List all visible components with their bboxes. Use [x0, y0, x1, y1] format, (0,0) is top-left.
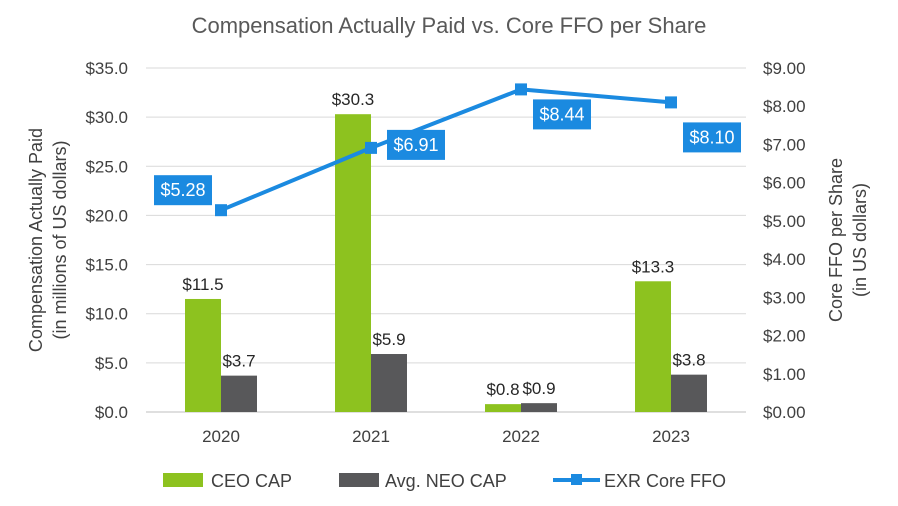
ffo-line — [215, 83, 677, 217]
right-axis-tick-label: $1.00 — [763, 365, 806, 384]
left-axis-tick-label: $20.0 — [85, 206, 128, 225]
ceo-cap-bar — [485, 404, 521, 412]
gridlines — [146, 67, 746, 413]
left-axis-title: Compensation Actually Paid — [26, 128, 46, 352]
x-axis-tick-label: 2020 — [202, 427, 240, 446]
right-axis-subtitle: (in US dollars) — [850, 183, 870, 297]
avg-neo-cap-bar — [371, 354, 407, 412]
right-axis-title: Core FFO per Share — [826, 158, 846, 322]
ffo-data-label: $5.28 — [160, 180, 205, 200]
ffo-point-marker — [365, 141, 377, 154]
ceo-cap-data-label: $13.3 — [632, 257, 675, 276]
ffo-data-label-box — [387, 129, 445, 160]
left-axis-tick-label: $25.0 — [85, 157, 128, 176]
right-axis-tick-label: $3.00 — [763, 288, 806, 307]
ffo-data-label: $8.44 — [539, 104, 584, 124]
right-axis-tick-label: $4.00 — [763, 250, 806, 269]
right-axis-tick-label: $7.00 — [763, 135, 806, 154]
ceo-cap-data-label: $30.3 — [332, 90, 375, 109]
right-axis-tick-label: $6.00 — [763, 174, 806, 193]
ffo-point-marker — [665, 96, 677, 109]
ceo-cap-bar — [635, 281, 671, 412]
right-axis-tick-label: $0.00 — [763, 403, 806, 422]
avg-neo-cap-data-label: $3.8 — [672, 351, 705, 370]
left-axis-tick-label: $30.0 — [85, 108, 128, 127]
ffo-point-marker — [215, 204, 227, 217]
legend-swatch-avg-neo-cap — [339, 473, 379, 487]
ffo-point-marker — [515, 83, 527, 96]
ffo-data-label-box — [533, 99, 591, 130]
ffo-line-path — [220, 87, 672, 213]
ceo-cap-data-label: $11.5 — [182, 275, 223, 294]
ceo-cap-data-label: $0.8 — [486, 380, 519, 399]
left-axis-tick-label: $10.0 — [85, 305, 128, 324]
right-axis-ticks: $0.00 $1.00 $2.00 $3.00 $4.00 $5.00 $6.00 $7.00… — [763, 59, 806, 422]
left-axis-ticks: $0.0 $5.0 $10.0 $15.0 $20.0 $25.0 $30.0 $35.0 — [85, 59, 128, 422]
right-axis-tick-label: $2.00 — [763, 327, 806, 346]
avg-neo-cap-bar — [221, 375, 257, 412]
right-axis-tick-label: $5.00 — [763, 212, 806, 231]
avg-neo-cap-data-label: $5.9 — [372, 330, 405, 349]
legend-label-exr-core-ffo: EXR Core FFO — [604, 471, 726, 491]
x-axis-tick-label: 2021 — [352, 427, 390, 446]
avg-neo-cap-bar — [521, 403, 557, 412]
legend-swatch-marker-exr-core-ffo — [571, 474, 582, 485]
left-axis-subtitle: (in millions of US dollars) — [50, 140, 70, 339]
avg-neo-cap-data-label: $3.7 — [222, 352, 255, 371]
bars — [185, 114, 707, 413]
x-axis-ticks: 2020 2021 2022 2023 — [202, 427, 690, 446]
avg-neo-cap-data-label: $0.9 — [522, 379, 555, 398]
ceo-cap-bar — [335, 114, 371, 413]
ffo-data-label-box — [683, 122, 741, 153]
left-axis-tick-label: $35.0 — [85, 59, 128, 78]
right-axis-tick-label: $9.00 — [763, 59, 806, 78]
legend: CEO CAP Avg. NEO CAP EXR Core FFO — [163, 471, 726, 491]
legend-label-ceo-cap: CEO CAP — [211, 471, 292, 491]
x-axis-tick-label: 2022 — [502, 427, 540, 446]
ffo-data-label-box — [154, 175, 212, 206]
left-axis-tick-label: $0.0 — [95, 403, 128, 422]
x-axis-tick-label: 2023 — [652, 427, 690, 446]
ffo-data-label: $6.91 — [393, 135, 438, 155]
right-axis-tick-label: $8.00 — [763, 97, 806, 116]
ffo-labels: $5.28 $6.91 $8.44 $8.10 — [154, 99, 741, 206]
left-axis-tick-label: $15.0 — [85, 256, 128, 275]
ceo-cap-bar — [185, 298, 221, 412]
legend-swatch-ceo-cap — [163, 473, 203, 487]
left-axis-tick-label: $5.0 — [95, 354, 128, 373]
chart-title: Compensation Actually Paid vs. Core FFO … — [192, 13, 707, 38]
bar-labels: $11.5 $30.3 $0.8 $13.3 $3.7 $5.9 $0.9 $3.8 — [182, 90, 705, 399]
avg-neo-cap-bar — [671, 374, 707, 412]
legend-label-avg-neo-cap: Avg. NEO CAP — [385, 471, 507, 491]
ffo-data-label: $8.10 — [689, 127, 734, 147]
